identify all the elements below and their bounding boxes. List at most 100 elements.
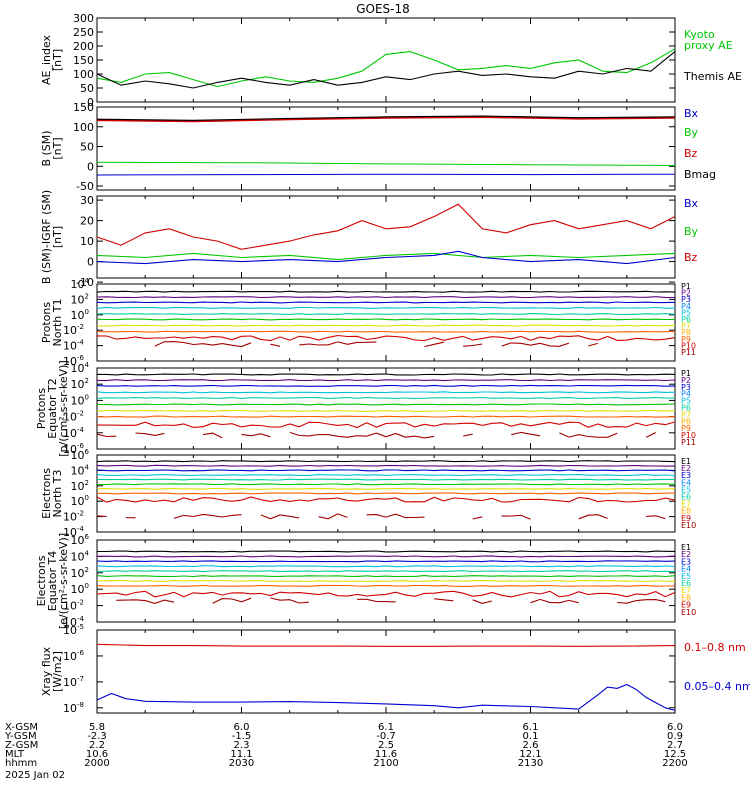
legend-entry: Themis AE — [683, 70, 742, 83]
channel-line-10 — [270, 597, 309, 604]
channel-line-10 — [646, 515, 666, 520]
legend-entry: E7 — [681, 500, 691, 509]
series-line-2 — [96, 116, 676, 123]
legend-entry: E9 — [681, 601, 691, 610]
legend-entry: P4 — [681, 302, 691, 311]
legend-entry: P10 — [681, 431, 696, 440]
channel-line-10 — [357, 598, 396, 603]
x-row-value: 0.1 — [523, 731, 539, 742]
channel-line-10 — [501, 514, 531, 520]
x-row-value: 10.6 — [86, 749, 108, 760]
series-line-3 — [96, 250, 676, 265]
legend-entry: P7 — [681, 410, 691, 419]
plot-title: GOES-18 — [356, 2, 410, 16]
y-tick-label: 0 — [87, 96, 94, 109]
channel-line-6 — [96, 575, 676, 578]
x-row-value: 6.0 — [667, 722, 683, 733]
x-row-value: 12.1 — [519, 749, 541, 760]
channel-line-10 — [154, 341, 252, 348]
y-tick-label: 10-4 — [63, 525, 85, 539]
x-row-value: -2.3 — [87, 731, 107, 742]
x-row-value: 2000 — [84, 758, 109, 769]
channel-line-10 — [645, 432, 656, 438]
y-tick-label: 10-8 — [63, 701, 84, 715]
y-tick-label: 106 — [71, 448, 90, 462]
y-axis-label: AE_index[nT] — [40, 34, 64, 85]
legend-entry: E4 — [681, 478, 691, 487]
y-tick-label: 10-5 — [63, 623, 84, 637]
y-tick-label: 10-2 — [63, 323, 84, 337]
channel-line-4 — [96, 306, 675, 309]
channel-line-2 — [96, 555, 676, 558]
y-tick-label: 150 — [73, 54, 94, 67]
channel-line-3 — [96, 301, 676, 304]
channel-line-7 — [96, 324, 676, 327]
legend-entry: E5 — [681, 485, 691, 494]
panel-frame — [96, 17, 676, 103]
channel-line-1 — [97, 373, 676, 376]
legend-entry: P7 — [681, 322, 691, 331]
channel-line-7 — [96, 409, 676, 412]
legend-entry: P10 — [681, 341, 696, 350]
channel-line-9 — [96, 421, 676, 429]
y-tick-label: 10 — [80, 235, 94, 248]
channel-line-10 — [96, 515, 107, 517]
legend-entry: E5 — [681, 572, 691, 581]
date-label: 2025 Jan 02 — [5, 770, 65, 781]
channel-line-10 — [434, 598, 454, 602]
channel-line-10 — [578, 514, 608, 520]
legend-entry: E1 — [681, 457, 691, 466]
x-row-label: Z-GSM — [5, 740, 38, 751]
channel-line-5 — [96, 313, 676, 316]
y-tick-label: 10-6 — [63, 649, 85, 663]
legend-entry: P3 — [681, 295, 691, 304]
y-tick-label: 102 — [71, 479, 89, 493]
y-tick-label: 150 — [73, 101, 94, 114]
channel-line-3 — [96, 384, 676, 387]
y-axis-label: Xray flux[W/m2] — [40, 646, 64, 696]
legend-entry: E10 — [681, 521, 696, 530]
channel-line-10 — [559, 432, 618, 438]
y-tick-label: 300 — [73, 12, 94, 25]
x-row-label: hhmm — [5, 758, 37, 769]
legend-entry: P1 — [681, 282, 691, 291]
y-tick-label: 102 — [71, 292, 89, 306]
y-tick-label: 10-7 — [63, 675, 84, 689]
y-tick-label: 50 — [80, 141, 94, 154]
y-tick-label: 200 — [73, 40, 94, 53]
legend-entry: P6 — [681, 315, 691, 324]
legend-entry: P4 — [681, 390, 691, 399]
channel-line-10 — [173, 513, 242, 519]
x-row-value: 2.6 — [523, 740, 539, 751]
series-line-3 — [96, 161, 676, 166]
channel-line-3 — [96, 560, 676, 563]
x-row-value: -0.7 — [376, 731, 396, 742]
legend-entry: E9 — [681, 514, 691, 523]
y-axis-label: ElectronsNorth T3 — [40, 468, 64, 519]
y-tick-label: 102 — [71, 566, 89, 580]
x-row-label: Y-GSM — [4, 731, 37, 742]
series-line-2 — [96, 51, 676, 89]
channel-line-10 — [289, 431, 435, 439]
channel-line-10 — [366, 513, 425, 519]
channel-line-2 — [96, 464, 675, 467]
y-tick-label: 100 — [71, 393, 89, 407]
channel-line-10 — [202, 432, 223, 439]
y-tick-label: 104 — [71, 463, 90, 477]
channel-line-7 — [96, 487, 676, 490]
x-axis-table: X-GSM 5.8 6.0 6.1 6.1 6.0 Y-GSM -2.3 -1.5 -0.7 0.1… — [4, 722, 688, 781]
channel-line-9 — [96, 334, 676, 342]
channel-line-10 — [270, 343, 281, 347]
legend-entry: P11 — [681, 438, 696, 447]
panel-frame — [96, 629, 676, 714]
x-row-value: 2030 — [229, 758, 254, 769]
y-axis-label: B (SM)[nT] — [40, 130, 64, 166]
channel-line-8 — [96, 584, 676, 587]
channel-line-1 — [97, 550, 676, 553]
legend-entry: E6 — [681, 493, 691, 502]
y-tick-label: 106 — [71, 533, 90, 547]
channel-line-4 — [96, 565, 676, 568]
y-tick-label: 102 — [71, 377, 89, 391]
channel-line-6 — [96, 318, 675, 321]
